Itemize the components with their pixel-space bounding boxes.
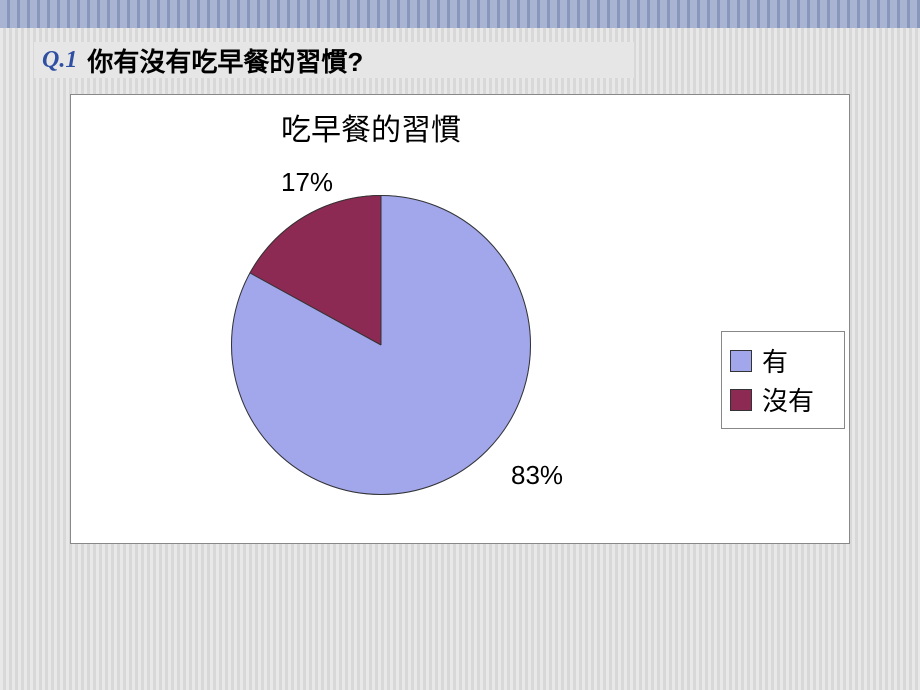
chart-title: 吃早餐的習慣	[71, 105, 671, 149]
legend-swatch-yes	[730, 350, 752, 372]
legend-item-no: 沒有	[730, 381, 836, 418]
top-accent-band	[0, 0, 920, 28]
legend-label-no: 沒有	[762, 381, 814, 418]
legend-swatch-no	[730, 389, 752, 411]
slice-label-yes: 83%	[511, 460, 563, 491]
pie-slice-dividers	[231, 195, 531, 495]
legend-label-yes: 有	[762, 342, 788, 379]
legend-item-yes: 有	[730, 342, 836, 379]
question-bar: Q.1 你有沒有吃早餐的習慣?	[34, 42, 634, 78]
question-text: 你有沒有吃早餐的習慣?	[87, 42, 363, 79]
slice-label-no: 17%	[281, 167, 333, 198]
chart-panel: 吃早餐的習慣 83% 17% 有 沒有	[70, 94, 850, 544]
pie-chart	[231, 195, 531, 495]
question-number: Q.1	[42, 47, 77, 74]
legend: 有 沒有	[721, 331, 845, 429]
